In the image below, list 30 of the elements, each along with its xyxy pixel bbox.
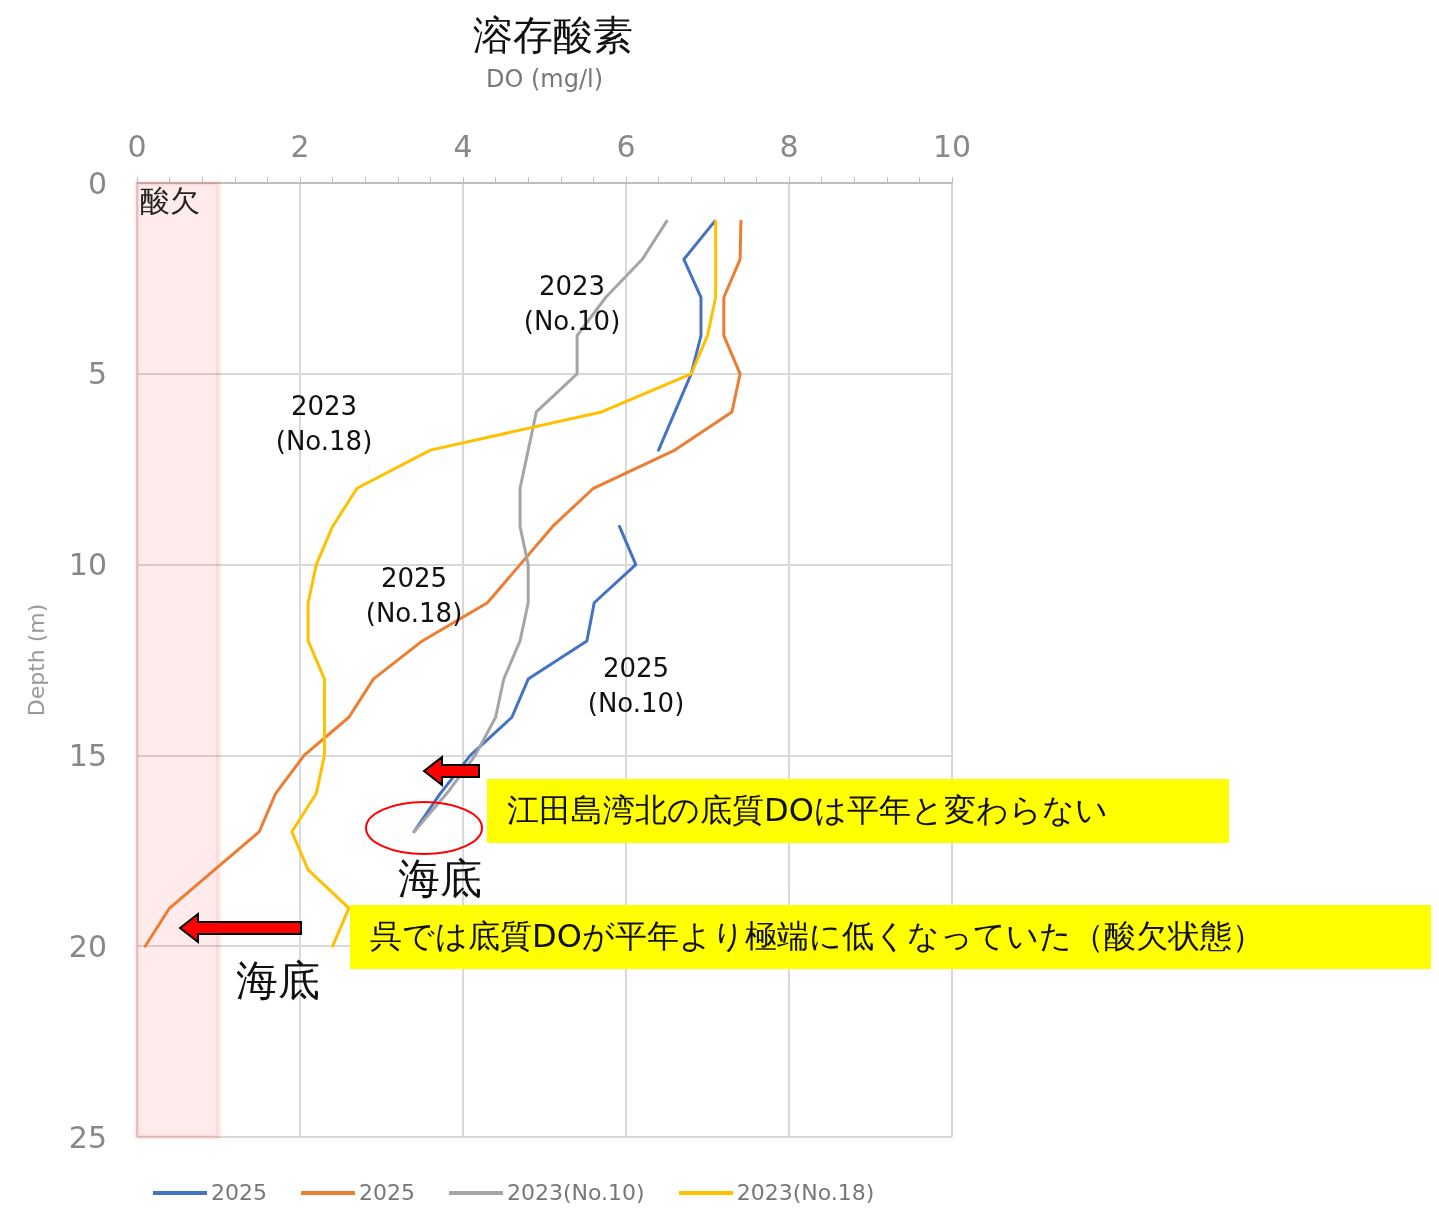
x-tick-label: 8 [779,128,799,164]
y-tick-label: 10 [68,547,107,583]
legend-label: 2025 [211,1180,267,1205]
annotation: 2025 (No.10) [587,652,685,718]
x-axis-title: DO (mg/l) [485,65,604,93]
annotation: 2023 (No.18) [275,390,373,456]
x-tick-label: 0 [127,128,147,164]
annotation: 呉では底質DOが平年より極端に低くなっていた（酸欠状態） [370,916,1264,957]
annotation: 2023 (No.10) [523,270,621,336]
y-tick-label: 15 [68,737,107,773]
annotation: 海底 [236,955,320,1005]
callout-box: 呉では底質DOが平年より極端に低くなっていた（酸欠状態） [350,905,1431,969]
legend-label: 2023(No.18) [736,1180,875,1205]
y-tick-label: 25 [68,1119,107,1155]
callout-box: 江田島湾北の底質DOは平年と変わらない [487,779,1229,843]
annotation: 2025 (No.18) [365,562,463,628]
band-label: 酸欠 [139,183,200,218]
chart-title: 溶存酸素 [473,12,633,58]
y-axis-title: Depth (m) [23,603,49,717]
y-tick-label: 20 [68,928,107,964]
legend-label: 2025 [359,1180,415,1205]
y-tick-label: 0 [87,165,107,201]
x-tick-label: 10 [932,128,972,164]
x-tick-label: 6 [616,128,636,164]
x-tick-label: 4 [453,128,473,164]
x-tick-label: 2 [290,128,310,164]
y-tick-label: 5 [87,356,107,392]
annotation: 海底 [398,853,482,903]
annotation: 江田島湾北の底質DOは平年と変わらない [507,790,1108,831]
legend-label: 2023(No.10) [507,1180,645,1205]
